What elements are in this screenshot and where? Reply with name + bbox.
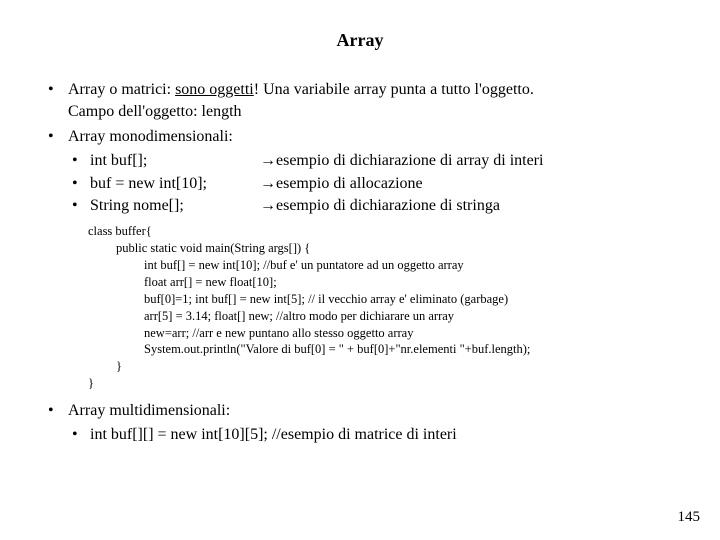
sub-item-1: int buf[];→ esempio di dichiarazione di …	[68, 150, 680, 172]
b1-text-rest: ! Una variabile array punta a tutto l'og…	[254, 81, 534, 98]
arrow-icon: →	[260, 175, 276, 192]
sub3-right: esempio di dichiarazione di stringa	[276, 195, 500, 217]
sub-item-2: buf = new int[10];→ esempio di allocazio…	[68, 173, 680, 195]
b3-sub-text: int buf[][] = new int[10][5]; //esempio …	[90, 426, 457, 443]
code-line: }	[116, 358, 680, 375]
code-line: }	[88, 375, 680, 392]
b2-text: Array monodimensionali:	[68, 128, 233, 145]
bullet-item-3: Array multidimensionali: int buf[][] = n…	[40, 400, 680, 447]
page-number: 145	[678, 509, 701, 526]
sub1-left: int buf[];	[90, 150, 260, 172]
sub2-left: buf = new int[10];	[90, 173, 260, 195]
sub1-right: esempio di dichiarazione di array di int…	[276, 150, 543, 172]
code-block: class buffer{ public static void main(St…	[88, 223, 680, 392]
main-bullet-list-2: Array multidimensionali: int buf[][] = n…	[40, 400, 680, 447]
bullet-item-2: Array monodimensionali: int buf[];→ esem…	[40, 126, 680, 218]
code-line: System.out.println("Valore di buf[0] = "…	[144, 341, 680, 358]
b1-underlined: sono oggetti	[175, 81, 254, 98]
main-bullet-list: Array o matrici: sono oggetti! Una varia…	[40, 79, 680, 217]
sub2-right: esempio di allocazione	[276, 173, 423, 195]
code-line: new=arr; //arr e new puntano allo stesso…	[144, 325, 680, 342]
code-line: class buffer{	[88, 223, 680, 240]
code-line: public static void main(String args[]) {	[116, 240, 680, 257]
b3-text: Array multidimensionali:	[68, 402, 230, 419]
slide-title: Array	[40, 30, 680, 51]
arrow-icon: →	[260, 152, 276, 169]
b1-line2: Campo dell'oggetto: length	[68, 103, 242, 120]
code-line: int buf[] = new int[10]; //buf e' un pun…	[144, 257, 680, 274]
code-line: float arr[] = new float[10];	[144, 274, 680, 291]
code-line: arr[5] = 3.14; float[] new; //altro modo…	[144, 308, 680, 325]
sub-item-multi: int buf[][] = new int[10][5]; //esempio …	[68, 424, 680, 446]
b1-text-pre: Array o matrici:	[68, 81, 175, 98]
code-line: buf[0]=1; int buf[] = new int[5]; // il …	[144, 291, 680, 308]
arrow-icon: →	[260, 197, 276, 214]
sub-list-multi: int buf[][] = new int[10][5]; //esempio …	[68, 424, 680, 446]
bullet-item-1: Array o matrici: sono oggetti! Una varia…	[40, 79, 680, 124]
sub-list-mono: int buf[];→ esempio di dichiarazione di …	[68, 150, 680, 217]
sub3-left: String nome[];	[90, 195, 260, 217]
sub-item-3: String nome[];→ esempio di dichiarazione…	[68, 195, 680, 217]
